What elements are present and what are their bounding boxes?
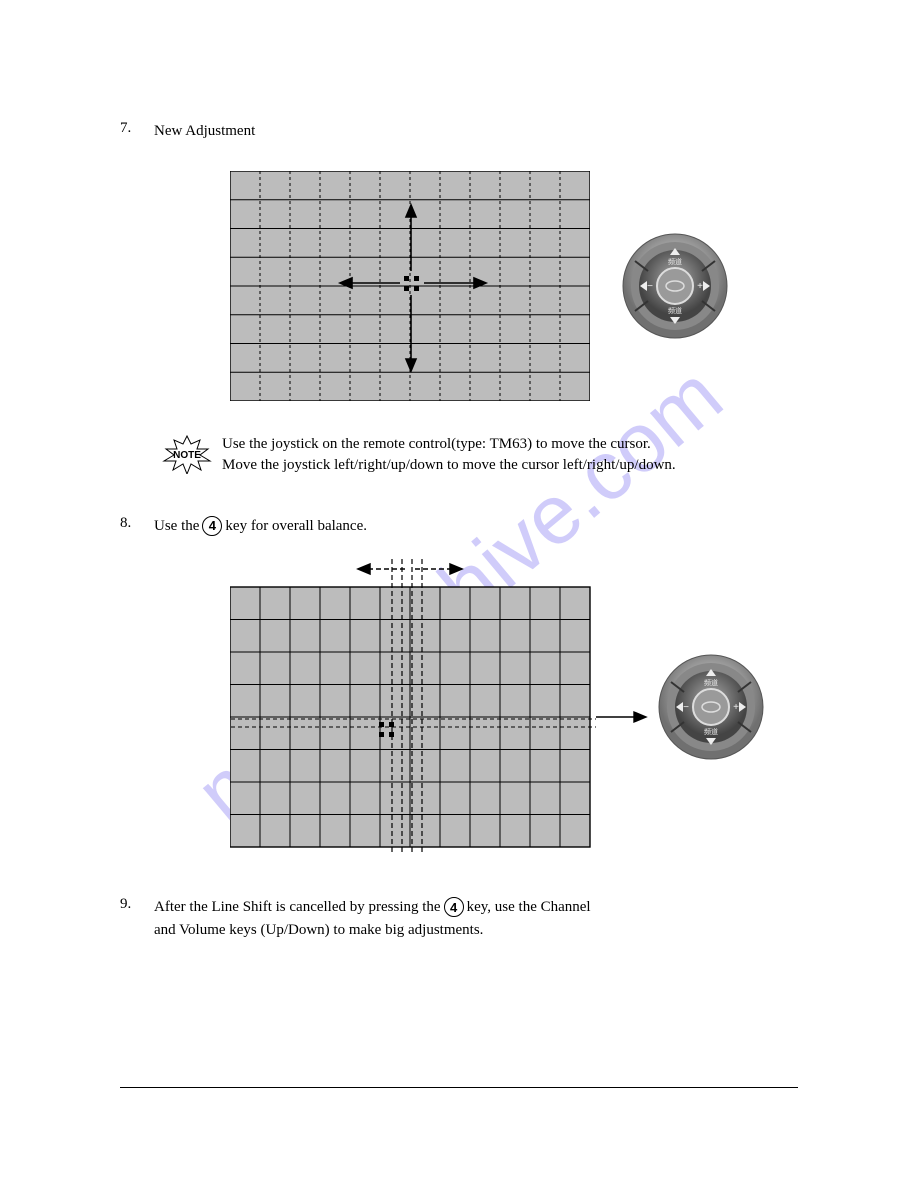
svg-text:−: −	[683, 702, 689, 713]
figure-1-joystick: 频道 频道 − +	[620, 231, 730, 346]
item-8: 8. Use the 4 key for overall balance.	[120, 515, 798, 538]
footer-rule	[120, 1087, 798, 1088]
svg-text:频道: 频道	[704, 678, 718, 687]
svg-text:+: +	[697, 281, 703, 292]
item-9: 9. After the Line Shift is cancelled by …	[120, 896, 798, 941]
svg-text:频道: 频道	[668, 257, 682, 266]
item-7: 7. New Adjustment	[120, 120, 798, 143]
item-8-post: key for overall balance.	[225, 515, 367, 538]
item-8-number: 8.	[120, 515, 154, 532]
svg-text:NOTE: NOTE	[173, 450, 201, 461]
svg-text:频道: 频道	[668, 306, 682, 315]
figure-1: 频道 频道 − +	[230, 171, 798, 406]
item-9-number: 9.	[120, 896, 154, 913]
item-9-line2: and Volume keys (Up/Down) to make big ad…	[154, 919, 798, 942]
item-8-body: Use the 4 key for overall balance.	[154, 515, 798, 538]
item-8-pre: Use the	[154, 515, 199, 538]
svg-text:+: +	[733, 702, 739, 713]
figure-2-grid	[230, 557, 650, 862]
note-text: Use the joystick on the remote control(t…	[222, 434, 798, 478]
figure-1-grid	[230, 171, 590, 406]
note-icon: NOTE	[160, 434, 214, 479]
note-line-2: Move the joystick left/right/up/down to …	[222, 455, 798, 477]
svg-text:频道: 频道	[704, 727, 718, 736]
note-line-1: Use the joystick on the remote control(t…	[222, 434, 798, 456]
svg-text:−: −	[647, 281, 653, 292]
item-9-pre: After the Line Shift is cancelled by pre…	[154, 896, 441, 919]
figure-2: 频道 频道 − +	[230, 557, 798, 862]
item-7-number: 7.	[120, 120, 154, 137]
page-content: 7. New Adjustment	[0, 0, 918, 1188]
item-9-body: After the Line Shift is cancelled by pre…	[154, 896, 798, 941]
key-4-icon: 4	[202, 516, 222, 536]
item-9-mid: key, use the Channel	[467, 896, 591, 919]
note-block: NOTE Use the joystick on the remote cont…	[160, 434, 798, 479]
figure-2-joystick: 频道 频道 − +	[656, 652, 766, 767]
item-7-title: New Adjustment	[154, 120, 798, 143]
key-4-icon: 4	[444, 897, 464, 917]
